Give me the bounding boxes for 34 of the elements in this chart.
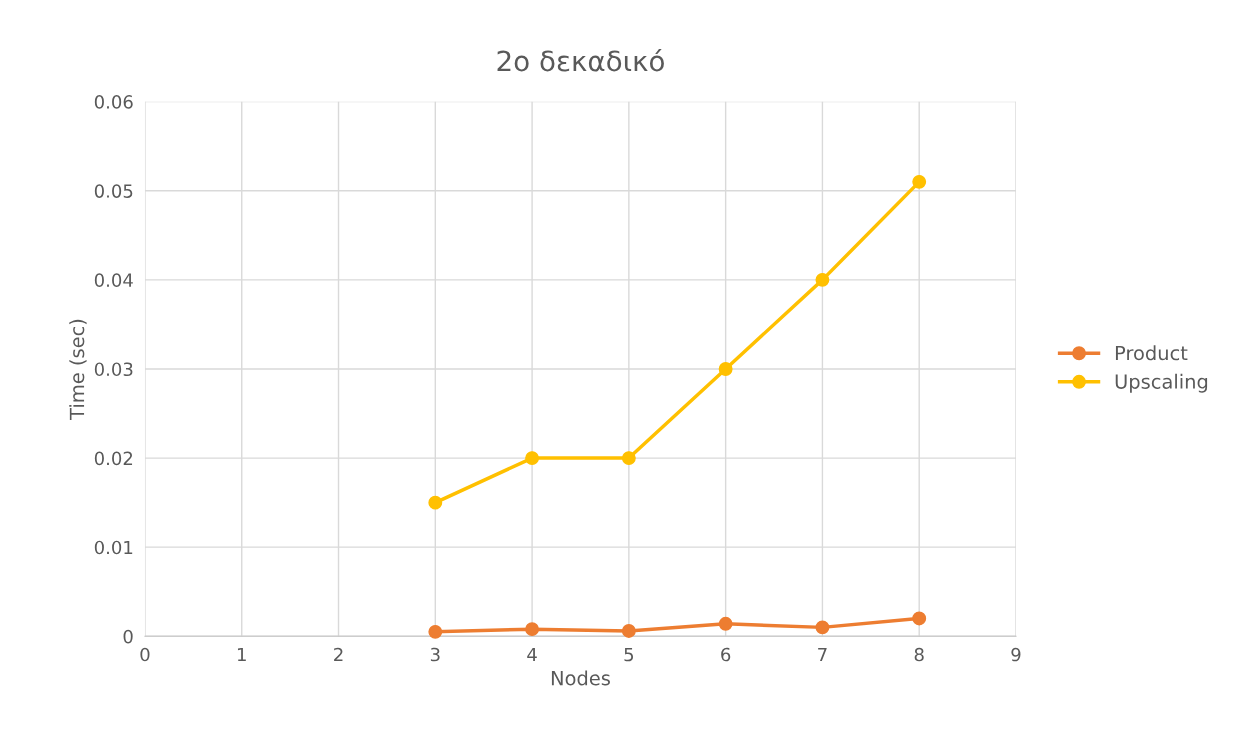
x-tick-label: 1	[237, 647, 246, 662]
point	[525, 451, 540, 466]
point	[718, 616, 733, 631]
y-tick-label: 0	[123, 629, 133, 644]
point	[815, 272, 830, 287]
legend-label: Upscaling	[1115, 373, 1208, 393]
y-tick-label: 0.04	[94, 273, 133, 287]
y-tick-label: 0.05	[94, 184, 133, 198]
point	[912, 174, 927, 189]
y-tick-label: 0.06	[94, 95, 133, 109]
point	[428, 624, 443, 639]
point	[621, 451, 636, 466]
x-tick-label: 5	[624, 647, 634, 662]
point	[718, 362, 733, 376]
point	[428, 495, 443, 510]
x-tick-label: 3	[430, 647, 440, 662]
x-tick-label: 2	[334, 647, 343, 662]
x-tick-label: 8	[914, 647, 924, 662]
point	[525, 622, 540, 637]
x-tick-label: 4	[527, 647, 537, 662]
x-tick-label: 9	[1011, 647, 1021, 662]
y-tick-label: 0.01	[94, 540, 133, 555]
x-tick-label: 7	[818, 647, 827, 662]
point	[912, 611, 927, 626]
x-tick-label: 6	[721, 647, 731, 662]
point	[621, 623, 636, 638]
x-tick-label: 0	[140, 647, 150, 662]
point	[815, 620, 830, 635]
y-axis-title: Time (sec)	[69, 319, 87, 420]
legend-label: Product	[1115, 345, 1188, 361]
chart-title: 2ο δεκαδικό	[497, 48, 664, 72]
y-tick-label: 0.03	[94, 362, 133, 377]
y-tick-label: 0.02	[94, 451, 133, 466]
x-axis-title: Nodes	[551, 670, 610, 686]
